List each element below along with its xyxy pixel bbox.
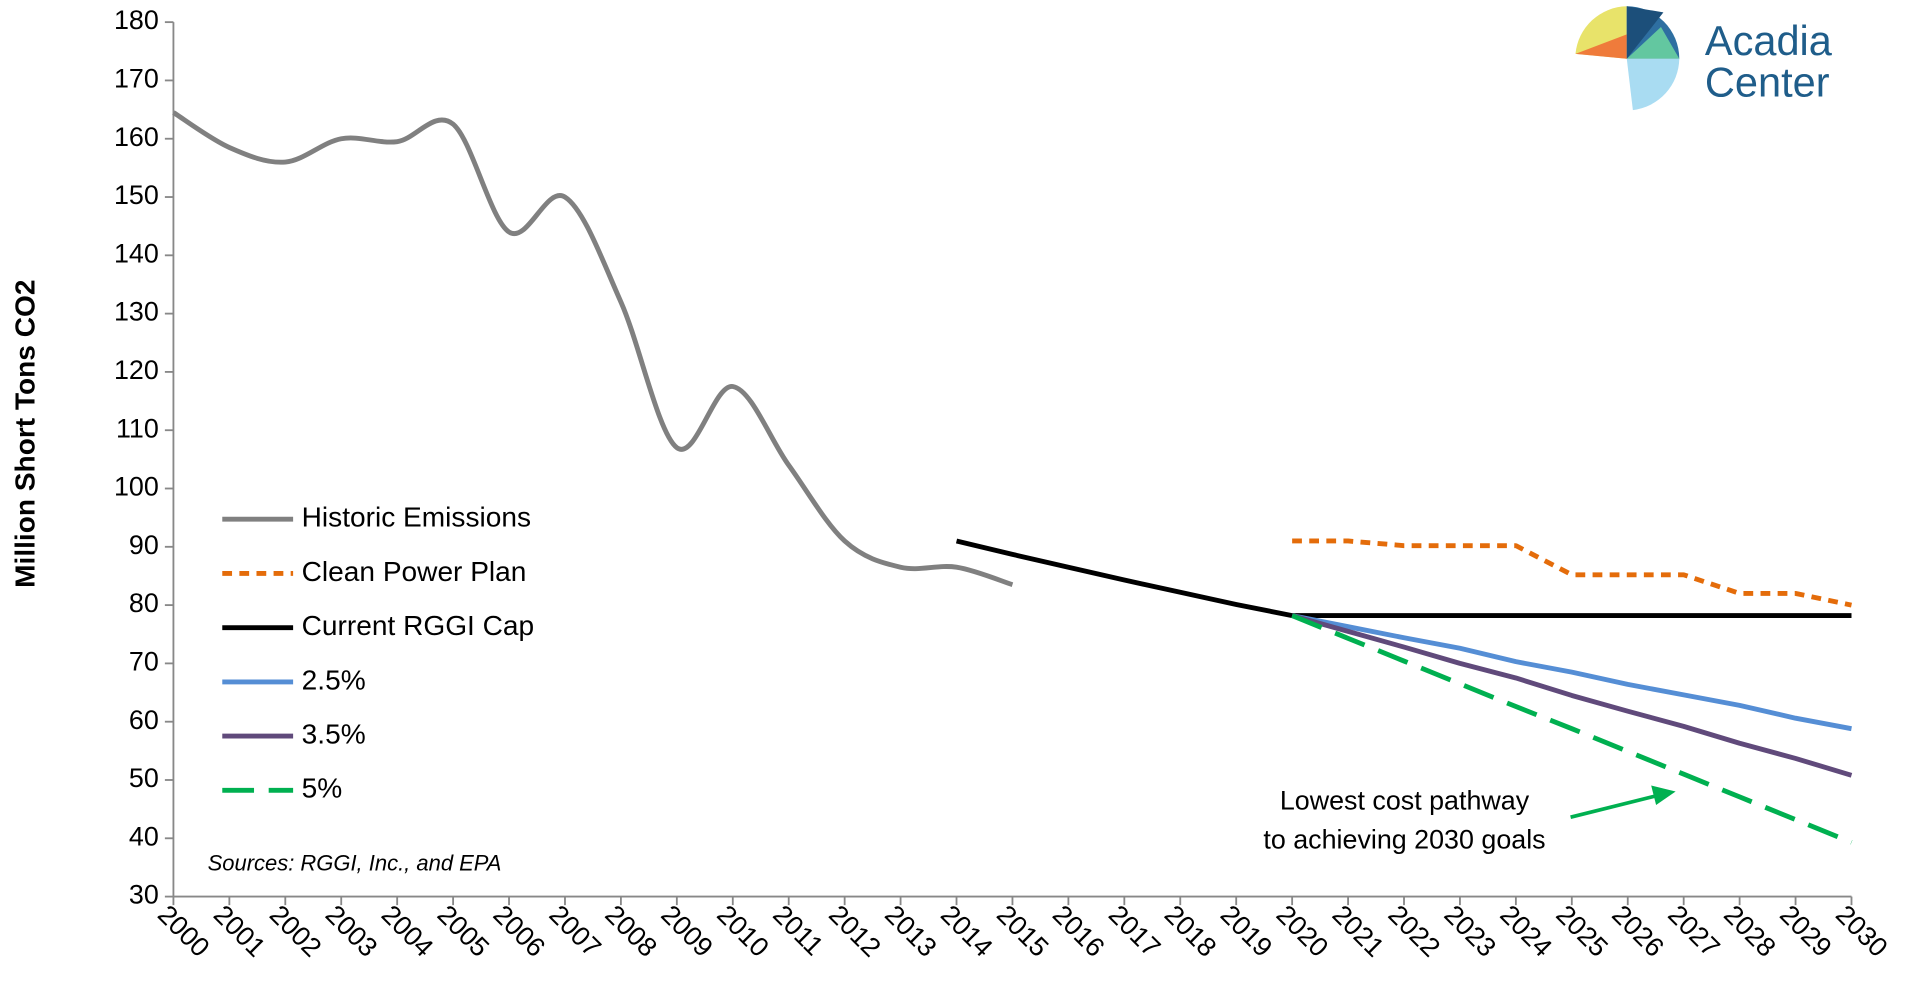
legend-label: 3.5% (302, 719, 366, 750)
series-line (1292, 538, 1852, 608)
legend-label: Current RGGI Cap (302, 610, 534, 641)
x-tick-label: 2021 (1327, 899, 1390, 962)
x-tick-label: 2008 (599, 899, 662, 962)
x-tick-label: 2012 (823, 899, 886, 962)
series-line (1291, 613, 1853, 778)
series-line (955, 538, 1852, 619)
source-note: Sources: RGGI, Inc., and EPA (208, 851, 502, 876)
logo-text: Acadia (1705, 17, 1833, 64)
x-tick-label: 2000 (152, 899, 215, 962)
series-line (172, 110, 1014, 588)
y-axis-label: Million Short Tons CO2 (9, 280, 40, 588)
x-tick-label: 2015 (991, 899, 1054, 962)
x-tick-label: 2026 (1606, 899, 1669, 962)
x-tick-label: 2004 (376, 899, 440, 963)
x-tick-label: 2014 (935, 899, 999, 963)
y-tick-label: 160 (114, 122, 159, 152)
y-tick-label: 120 (114, 355, 159, 385)
x-tick-label: 2009 (655, 899, 718, 962)
x-tick-label: 2003 (320, 899, 383, 962)
x-tick-label: 2029 (1774, 899, 1837, 962)
x-tick-label: 2022 (1383, 899, 1446, 962)
x-tick-label: 2017 (1103, 899, 1166, 962)
x-tick-label: 2027 (1662, 899, 1725, 962)
y-tick-label: 110 (116, 413, 159, 443)
x-tick-label: 2016 (1047, 899, 1110, 962)
y-tick-label: 70 (129, 646, 159, 676)
x-tick-label: 2028 (1718, 899, 1781, 962)
x-tick-label: 2002 (264, 899, 327, 962)
y-tick-label: 60 (129, 705, 159, 735)
x-tick-label: 2023 (1438, 899, 1501, 962)
x-tick-label: 2006 (488, 899, 551, 962)
x-tick-label: 2001 (208, 899, 271, 962)
y-tick-label: 180 (114, 5, 159, 35)
y-tick-label: 170 (114, 64, 159, 94)
annotation-arrow (1570, 785, 1676, 819)
logo-text: Center (1705, 59, 1830, 106)
x-tick-label: 2019 (1215, 899, 1278, 962)
y-tick-label: 100 (114, 472, 159, 502)
x-tick-label: 2018 (1159, 899, 1222, 962)
legend-label: Clean Power Plan (302, 556, 527, 587)
y-tick-label: 140 (114, 238, 159, 268)
y-tick-label: 90 (129, 530, 159, 560)
x-tick-label: 2007 (544, 899, 607, 962)
x-tick-label: 2010 (711, 899, 774, 962)
y-tick-label: 30 (129, 880, 159, 910)
legend-label: 2.5% (302, 664, 366, 695)
logo-icon (1575, 6, 1680, 111)
legend-label: 5% (302, 773, 343, 804)
y-tick-label: 150 (114, 180, 159, 210)
x-tick-label: 2024 (1494, 899, 1558, 963)
y-tick-label: 40 (129, 821, 159, 851)
annotation: Lowest cost pathway (1280, 786, 1530, 816)
x-tick-label: 2020 (1271, 899, 1334, 962)
x-tick-label: 2013 (879, 899, 942, 962)
series-line (1291, 613, 1852, 732)
x-tick-label: 2025 (1550, 899, 1613, 962)
y-tick-label: 130 (114, 297, 159, 327)
legend-label: Historic Emissions (302, 502, 531, 533)
x-tick-label: 2005 (432, 899, 495, 962)
y-tick-label: 50 (129, 763, 159, 793)
y-tick-label: 80 (129, 588, 159, 618)
annotation: to achieving 2030 goals (1263, 825, 1545, 855)
series-line (1291, 613, 1853, 845)
x-tick-label: 2011 (767, 899, 829, 961)
x-tick-label: 2030 (1830, 899, 1893, 962)
